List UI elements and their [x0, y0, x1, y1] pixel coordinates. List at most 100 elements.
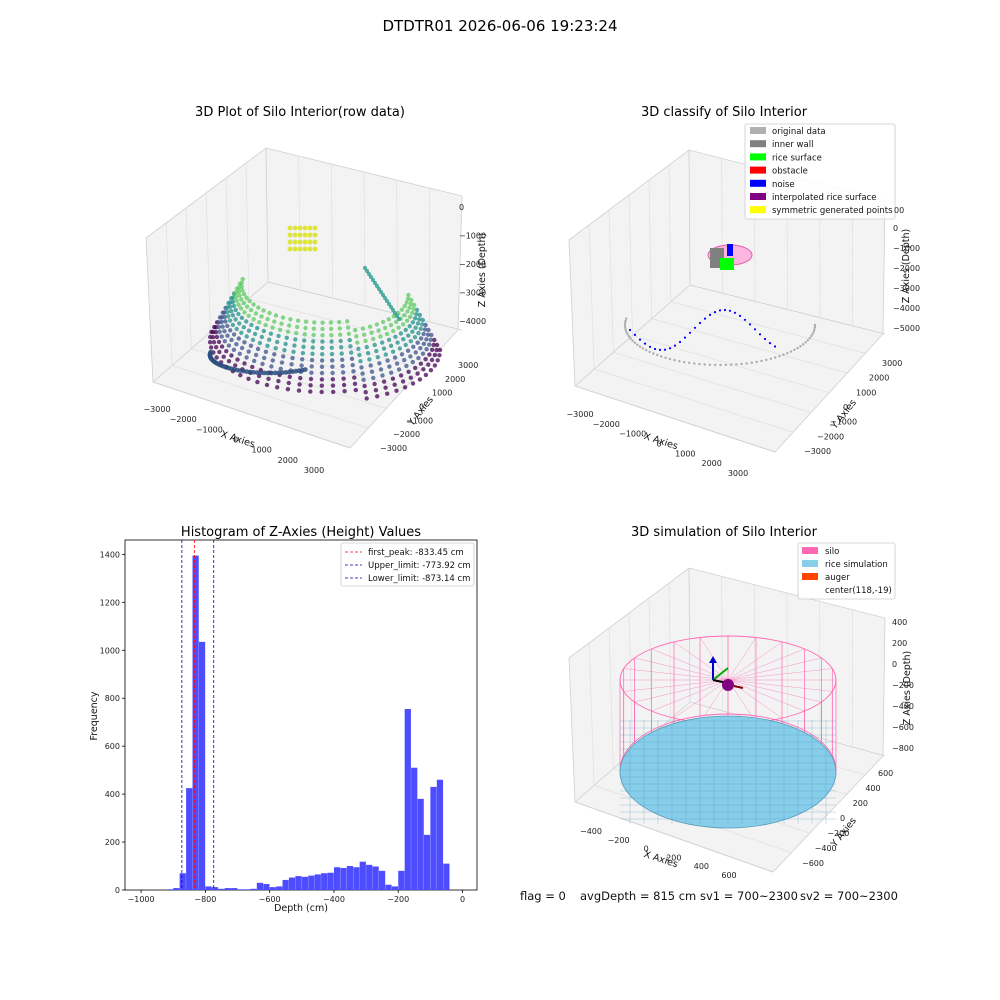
cls-z-tick-0: 0: [893, 224, 898, 233]
raw-point-455: [292, 232, 298, 238]
raw-point-406: [405, 296, 411, 301]
raw-point-348: [253, 311, 259, 316]
cls-point-39: [760, 359, 763, 363]
histogram-bar-31: [366, 864, 373, 890]
histogram-bar-43: [443, 863, 450, 890]
rice-simulation-surface: [619, 715, 837, 829]
cls-legend-swatch-3: [750, 166, 766, 174]
raw-point-71: [214, 334, 220, 340]
sim-legend-label-2: auger: [825, 573, 850, 583]
silo-roof-line-22: [727, 657, 822, 681]
raw-point-179: [248, 343, 254, 348]
raw-point-258: [348, 344, 353, 349]
raw-point-32: [437, 353, 442, 358]
raw-point-437: [269, 370, 274, 376]
silo-roof-line-21: [727, 648, 805, 681]
cls-point-29: [708, 363, 712, 366]
cls-point-13: [638, 345, 642, 348]
raw-point-376: [239, 284, 244, 289]
cls-point-57: [813, 328, 816, 331]
raw-point-319: [285, 329, 291, 334]
histogram-xtick-label-0: −1000: [128, 895, 155, 904]
cls-legend-swatch-0: [750, 127, 766, 134]
sim-y-tick-0: −600: [802, 859, 824, 868]
raw-points: [207, 225, 443, 401]
raw-x-tick-6: 3000: [304, 466, 324, 475]
raw-point-274: [230, 299, 236, 304]
raw-point-143: [234, 342, 239, 347]
raw-point-2: [207, 340, 213, 345]
sim-legend-label-0: silo: [825, 547, 839, 557]
raw-point-37: [211, 340, 217, 345]
raw-point-46: [266, 376, 271, 381]
histogram-bar-24: [321, 873, 328, 890]
raw-point-207: [226, 314, 231, 319]
raw-point-320: [294, 330, 299, 336]
cls-x-tick-5: 2000: [701, 459, 721, 468]
raw-point-183: [281, 354, 286, 359]
raw-point-3: [209, 345, 214, 350]
cls-point-3: [623, 324, 627, 327]
raw-y-tick-5: 2000: [445, 375, 465, 384]
cls-point-67: [663, 348, 667, 351]
cls-point-9: [629, 337, 632, 340]
cls-point-7: [626, 333, 629, 336]
cls-point-51: [804, 341, 807, 344]
raw-point-97: [423, 357, 428, 362]
raw-point-129: [410, 359, 415, 365]
raw-point-213: [250, 337, 256, 343]
raw-point-254: [310, 345, 315, 350]
raw-point-358: [329, 326, 334, 332]
raw-y-tick-1: −2000: [393, 430, 420, 439]
raw-point-482: [382, 295, 388, 301]
raw-point-146: [253, 352, 259, 358]
raw-point-149: [279, 360, 285, 365]
raw-point-208: [227, 318, 233, 323]
cls-point-72: [688, 331, 692, 334]
raw-point-30: [432, 363, 438, 368]
raw-point-61: [415, 371, 420, 376]
histogram-legend: first_peak: -833.45 cm Upper_limit: -773.…: [340, 542, 475, 587]
raw-point-197: [405, 348, 411, 353]
cls-point-71: [683, 336, 687, 339]
raw-point-330: [378, 334, 383, 339]
raw-point-298: [393, 334, 398, 339]
histogram-xtick-label-1: −800: [194, 895, 216, 904]
raw-x-ticks: −3000−2000−1000 0 1000 2000 3000: [143, 405, 324, 475]
panel-classify-title: 3D classify of Silo Interior: [641, 105, 808, 120]
silo-roof-line-23: [727, 668, 833, 681]
raw-point-127: [396, 367, 402, 372]
cls-point-50: [802, 343, 805, 346]
raw-point-452: [307, 225, 313, 231]
raw-point-33: [437, 347, 443, 353]
raw-point-123: [361, 377, 366, 382]
cls-point-33: [729, 363, 733, 366]
sim-y-tick-1: −400: [815, 844, 837, 853]
raw-point-289: [320, 339, 325, 344]
raw-point-478: [374, 283, 380, 289]
raw-point-175: [228, 328, 233, 333]
raw-point-260: [365, 351, 371, 356]
histogram-bar-12: [243, 889, 251, 890]
histogram-y-ticks: 0 200 400 600 800 1000 1200 1400: [100, 550, 125, 895]
cls-point-89: [773, 345, 777, 348]
cls-rice-surface: [720, 258, 734, 270]
raw-point-20: [353, 387, 358, 393]
cls-point-69: [673, 344, 677, 347]
cls-point-24: [683, 360, 686, 364]
raw-point-19: [342, 389, 347, 394]
histogram-bar-6: [205, 886, 212, 890]
cls-y-tick-2: −1000: [830, 418, 857, 427]
cls-point-88: [768, 342, 772, 345]
raw-point-241: [228, 308, 234, 314]
raw-y-tick-4: 1000: [432, 389, 452, 398]
raw-point-235: [418, 326, 423, 331]
raw-point-130: [416, 355, 421, 361]
raw-point-326: [346, 331, 352, 336]
raw-point-139: [220, 324, 225, 329]
raw-point-310: [236, 302, 241, 307]
cls-legend-swatch-4: [750, 179, 766, 187]
raw-point-120: [330, 370, 335, 376]
cls-point-79: [723, 308, 727, 312]
